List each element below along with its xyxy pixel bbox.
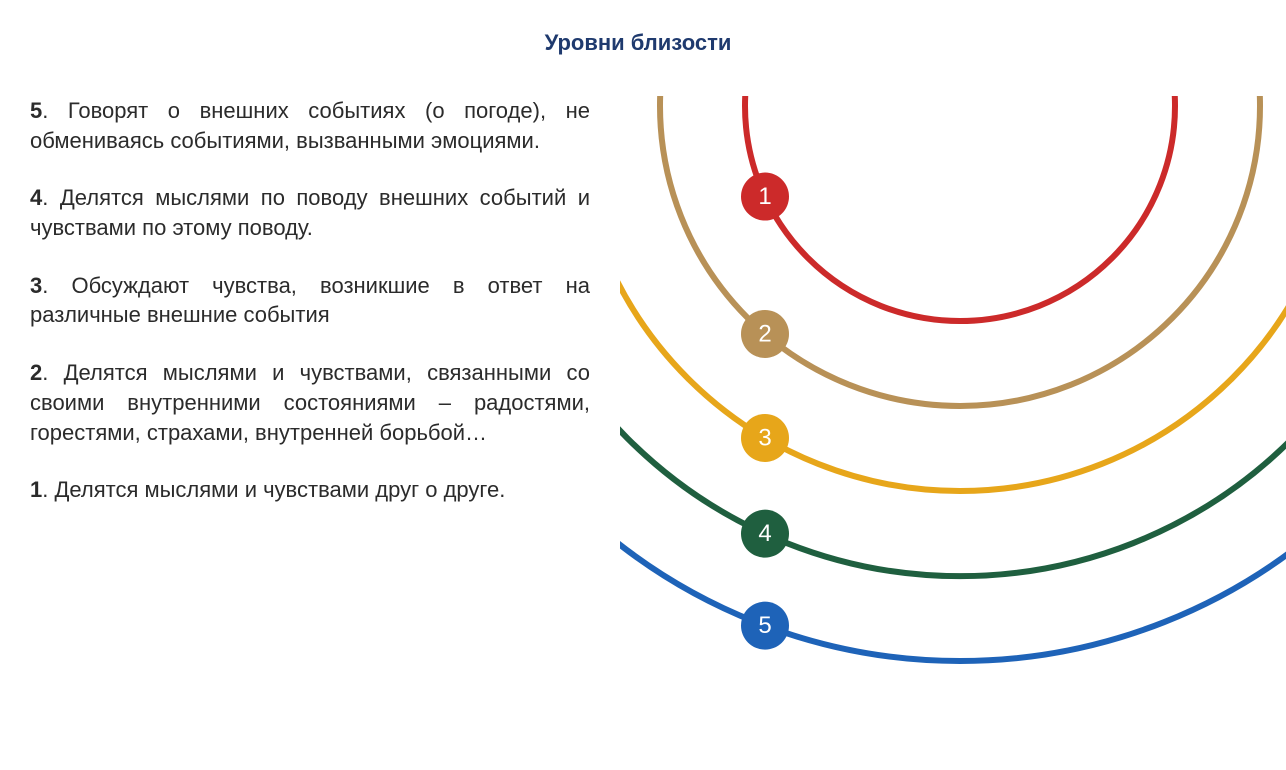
page: Уровни близости 5. Говорят о внешних соб… [0,0,1286,770]
level-item-text: . Делятся мыслями по поводу внешних собы… [30,185,590,240]
level-item-5: 5. Говорят о внешних событиях (о погоде)… [30,96,590,155]
ring-arc-4 [620,96,1286,576]
level-item-2: 2. Делятся мыслями и чувствами, связанны… [30,358,590,447]
content-row: 5. Говорят о внешних событиях (о погоде)… [30,96,1246,736]
level-item-1: 1. Делятся мыслями и чувствами друг о др… [30,475,590,505]
ring-marker-label-4: 4 [758,520,771,547]
level-item-number: 2 [30,360,42,385]
text-column: 5. Говорят о внешних событиях (о погоде)… [30,96,620,533]
ring-arc-3 [620,96,1286,491]
level-item-text: . Говорят о внешних событиях (о погоде),… [30,98,590,153]
level-item-number: 3 [30,273,42,298]
ring-marker-label-5: 5 [758,612,771,639]
level-item-number: 5 [30,98,42,123]
diagram-container: 5 4 3 2 1 [620,96,1286,736]
level-item-text: . Обсуждают чувства, возникшие в ответ н… [30,273,590,328]
level-item-number: 4 [30,185,42,210]
level-item-4: 4. Делятся мыслями по поводу внешних соб… [30,183,590,242]
ring-4: 4 [620,96,1286,576]
rings-diagram: 5 4 3 2 1 [620,96,1286,736]
ring-marker-label-3: 3 [758,424,771,451]
page-title: Уровни близости [30,30,1246,56]
level-item-text: . Делятся мыслями и чувствами друг о дру… [42,477,505,502]
ring-3: 3 [620,96,1286,491]
ring-arc-1 [745,96,1175,321]
ring-marker-label-1: 1 [758,183,771,210]
ring-marker-label-2: 2 [758,320,771,347]
level-item-3: 3. Обсуждают чувства, возникшие в ответ … [30,271,590,330]
ring-1: 1 [741,96,1175,321]
level-item-number: 1 [30,477,42,502]
level-item-text: . Делятся мыслями и чувствами, связанным… [30,360,590,444]
